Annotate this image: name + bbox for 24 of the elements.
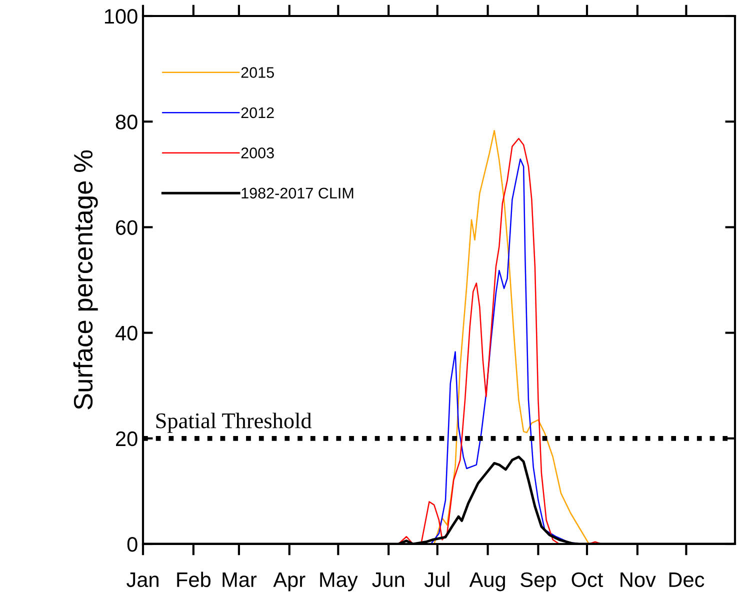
legend-label: 2015 <box>241 67 274 78</box>
x-tick-label: Dec <box>669 572 704 588</box>
y-tick-label: 0 <box>127 537 138 552</box>
y-tick-label: 20 <box>116 431 138 446</box>
x-tick-label: Sep <box>520 572 556 592</box>
x-tick-label: Jan <box>126 572 158 588</box>
ref-line-label: Spatial Threshold <box>156 412 312 433</box>
y-tick-label: 40 <box>115 326 138 341</box>
y-tick-label: 80 <box>116 114 138 130</box>
x-tick-label: Jun <box>372 572 404 588</box>
x-tick-label: Jul <box>424 572 450 588</box>
legend-label: 2012 <box>241 107 274 118</box>
x-tick-label: Nov <box>620 572 656 588</box>
x-tick-label: Mar <box>222 572 257 588</box>
x-tick-label: Apr <box>273 572 306 592</box>
legend-label: 1982-2017 CLIM <box>242 188 354 199</box>
x-tick-label: May <box>320 572 358 592</box>
x-tick-label: Feb <box>177 572 210 588</box>
x-tick-label: Aug <box>469 572 505 592</box>
y-axis-title: Surface percentage % <box>73 150 98 410</box>
y-tick-label: 100 <box>104 9 138 24</box>
x-tick-label: Oct <box>572 572 604 588</box>
legend-label: 2003 <box>241 148 274 158</box>
y-tick-label: 60 <box>116 220 138 235</box>
